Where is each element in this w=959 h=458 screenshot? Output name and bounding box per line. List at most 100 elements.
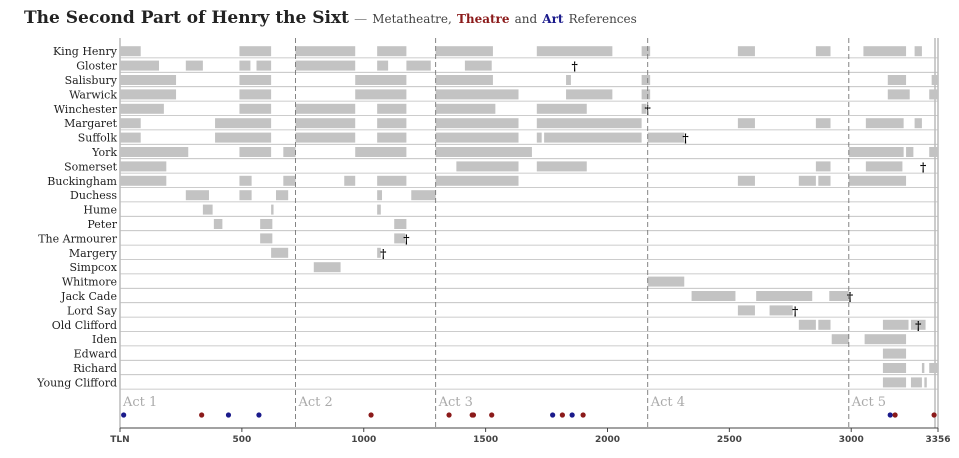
act-label: Act 1 [122,395,157,410]
title-separator: — [354,12,368,27]
stage-presence-bar [769,305,793,316]
stage-presence-bar [120,103,164,114]
stage-presence-bar [910,377,922,388]
stage-presence-bar [271,204,274,215]
stage-presence-bar [536,161,587,172]
stage-presence-bar [215,118,272,129]
stage-presence-bar [202,204,213,215]
character-label: Suffolk [78,132,118,145]
character-label: Winchester [54,103,118,116]
stage-presence-bar [829,291,849,301]
stage-presence-bar [435,175,519,186]
character-label: Edward [74,348,117,361]
reference-dot-theatre [199,412,205,418]
chart-title: The Second Part of Henry the Sixt — Meta… [24,8,637,28]
stage-presence-bar [887,75,907,85]
x-tick-label: 3000 [839,435,864,445]
x-tick-label: TLN [110,435,129,445]
stage-presence-bar [882,363,907,373]
stage-presence-bar [344,175,356,186]
act-label: Act 3 [438,395,473,410]
stage-presence-bar [377,103,407,114]
stage-presence-bar [185,60,203,71]
x-tick-label: 500 [232,435,251,445]
stage-presence-bar [914,46,922,57]
reference-dot-art [256,412,262,418]
stage-presence-bar [435,89,519,100]
stage-presence-bar [566,75,571,85]
stage-presence-bar [239,60,251,71]
stage-presence-bar [239,89,272,100]
stage-presence-bar [435,132,519,143]
character-label: Buckingham [47,175,117,188]
stage-presence-bar [271,247,289,258]
title-and: and [514,12,538,26]
stage-presence-bar [215,132,272,143]
character-label: Richard [73,362,117,375]
death-marker: † [645,103,651,117]
stage-presence-bar [931,75,938,85]
stage-presence-bar [120,147,189,157]
stage-presence-bar [295,118,356,129]
stage-presence-bar [377,247,381,258]
stage-presence-bar [848,175,907,186]
title-main: The Second Part of Henry the Sixt [24,8,349,28]
stage-presence-bar [882,319,909,330]
stage-presence-bar [411,190,436,201]
stage-presence-bar [377,204,381,215]
stage-presence-bar [641,103,647,114]
character-label: Lord Say [67,304,118,317]
reference-dot-art [887,412,893,418]
reference-dot-theatre [470,412,477,418]
stage-presence-bar [283,147,296,157]
stage-presence-bar [865,118,904,129]
character-label: Peter [87,218,117,231]
stage-presence-bar [260,233,273,244]
stage-presence-bar [929,89,938,100]
stage-presence-bar [536,118,642,129]
stage-presence-bar [737,305,755,316]
stage-presence-bar [213,219,223,229]
stage-presence-bar [865,161,903,172]
stage-presence-bar [882,377,907,388]
stage-presence-bar [239,103,272,114]
stage-presence-bar [737,118,755,129]
stage-presence-bar [355,75,407,85]
reference-dot-art [121,412,127,418]
reference-dot-theatre [580,412,586,418]
act-label: Act 2 [297,395,332,410]
stage-presence-bar [737,46,755,57]
stage-presence-bar [464,60,492,71]
character-label: Jack Cade [60,290,117,303]
stage-presence-bar [295,132,356,143]
stage-presence-bar [120,175,167,186]
death-marker: † [571,60,577,74]
stage-presence-bar [185,190,209,201]
stage-presence-bar [377,60,389,71]
death-marker: † [403,232,409,246]
title-art-label: Art [542,12,564,26]
character-label: Gloster [76,60,118,73]
reference-dot-theatre [559,412,565,418]
stage-presence-bar [818,319,831,330]
character-label: Whitmore [62,276,117,289]
stage-presence-bar [435,103,496,114]
character-label: Margaret [64,117,117,130]
character-label: Young Clifford [36,376,117,389]
stage-presence-bar [863,46,907,57]
character-label: Somerset [64,160,118,173]
stage-presence-bar [456,161,519,172]
stage-presence-bar [737,175,755,186]
stage-presence-bar [377,132,407,143]
stage-presence-bar [377,190,383,201]
stage-presence-bar [120,75,177,85]
stage-presence-bar [536,132,542,143]
stage-presence-bar [120,60,159,71]
death-marker: † [792,304,798,318]
stage-presence-bar [120,161,167,172]
stage-presence-bar [798,319,816,330]
stage-presence-bar [295,103,356,114]
stage-presence-bar [921,363,925,373]
stage-presence-bar [120,89,177,100]
